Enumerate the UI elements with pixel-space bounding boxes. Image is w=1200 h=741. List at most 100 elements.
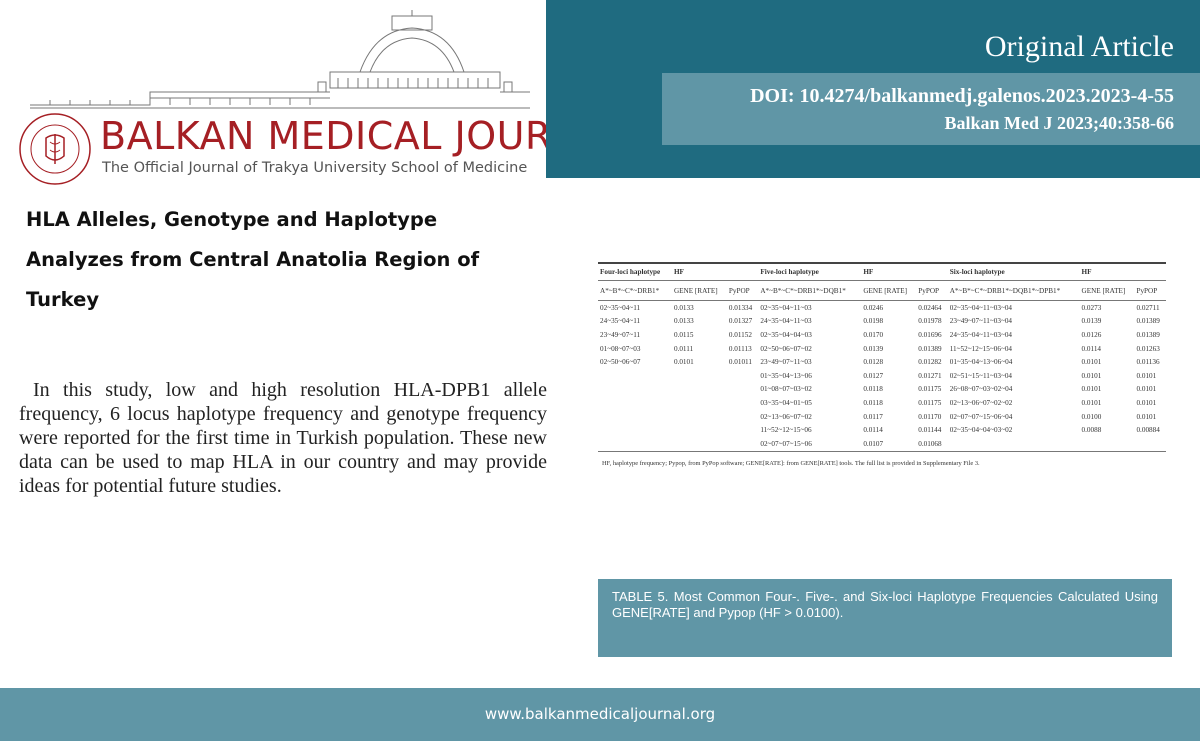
table-caption: TABLE 5. Most Common Four-. Five-. and S… xyxy=(612,589,1158,620)
table-cell: 0.01136 xyxy=(1136,358,1160,367)
table-cell: 02~13~06~07~02~02 xyxy=(949,398,1013,407)
table-cell: 0.01696 xyxy=(918,330,942,339)
table-cell: 01~35~04~13~06~04 xyxy=(949,358,1013,367)
table-cell: 0.0117 xyxy=(863,412,883,421)
citation-text: Balkan Med J 2023;40:358-66 xyxy=(944,113,1175,133)
table-subheader-cell: A*~B*~C*~DRB1*~DQB1*~DPB1* xyxy=(947,280,1080,301)
table-cell xyxy=(727,396,758,410)
table-cell xyxy=(672,423,727,437)
table-cell: 0.01068 xyxy=(916,436,948,452)
table-subheader-cell: GENE [RATE] xyxy=(671,280,727,301)
table-cell: 0.0101 xyxy=(1081,398,1102,407)
table-cell: 0.01978 xyxy=(918,317,942,326)
table-header-cell: Four-loci haplotype xyxy=(598,262,672,281)
table-cell xyxy=(727,369,758,383)
table-cell: 0.01334 xyxy=(728,303,753,312)
table-cell: 0.01152 xyxy=(728,330,752,339)
article-type-label: Original Article xyxy=(984,30,1174,63)
table-cell: 0.0126 xyxy=(1081,330,1102,339)
table-cell: 0.01389 xyxy=(918,344,942,353)
table-cell: 01~08~07~03~02 xyxy=(760,385,812,394)
table-row: 02~13~06~07~02 0.0117 0.01170 02~07~07~15~0… xyxy=(598,410,1166,424)
table-cell: 02~35~04~04~03~02 xyxy=(949,426,1013,435)
table-cell: 23~49~07~11~03~04 xyxy=(949,317,1013,326)
table-cell: 02~35~04~11~03~04 xyxy=(949,303,1013,312)
table-cell: 0.0101 xyxy=(1136,398,1157,407)
table-cell: 24~35~04~11~03~04 xyxy=(949,330,1013,339)
table-cell: 0.0139 xyxy=(1081,317,1102,326)
table-cell: 0.0198 xyxy=(863,317,884,326)
table-cell: 02~07~07~15~06 xyxy=(758,436,862,452)
table-subheader-cell: PyPOP xyxy=(726,280,759,301)
table-cell: 0.0101 xyxy=(1081,385,1102,394)
table-subheader-cell: PyPOP xyxy=(1134,280,1166,301)
table-cell xyxy=(598,410,672,424)
table-row: 01~35~04~13~06 0.0127 0.01271 02~51~15~11~0… xyxy=(598,369,1166,383)
table-cell xyxy=(598,396,672,410)
haplotype-table-figure: Four-loci haplotype HF Five-loci haplotype… xyxy=(598,262,1166,474)
article-title: HLA Alleles, Genotype and Haplotype Anal… xyxy=(26,208,480,311)
table-header-cell xyxy=(916,262,948,281)
table-cell: 0.0100 xyxy=(1081,412,1102,421)
table-header-cell: HF xyxy=(1079,262,1135,281)
table-caption-box: TABLE 5. Most Common Four-. Five-. and S… xyxy=(598,579,1172,657)
table-cell: 0.0101 xyxy=(1136,412,1157,421)
table-cell: 0.01175 xyxy=(918,398,942,407)
table-cell: 0.0118 xyxy=(863,398,883,407)
table-cell xyxy=(727,410,758,424)
table-cell: 0.0088 xyxy=(1081,426,1102,435)
table-cell: 0.01282 xyxy=(918,358,942,367)
table-cell xyxy=(598,423,672,437)
table-cell: 0.01271 xyxy=(918,371,942,380)
table-cell: 0.0127 xyxy=(863,371,884,380)
table-row: 11~52~12~15~06 0.0114 0.01144 02~35~04~04~0… xyxy=(598,423,1166,437)
table-cell: 0.0101 xyxy=(1081,358,1102,367)
table-cell xyxy=(947,436,1080,452)
table-cell: 24~35~04~11~03 xyxy=(760,317,812,326)
table-cell: 0.0107 xyxy=(861,436,917,452)
doi-link[interactable]: DOI: 10.4274/balkanmedj.galenos.2023.202… xyxy=(750,85,1174,107)
footer-bar: www.balkanmedicaljournal.org xyxy=(0,688,1200,741)
table-row: 02~07~07~15~06 0.0107 0.01068 xyxy=(598,436,1166,452)
haplotype-table: Four-loci haplotype HF Five-loci haplotype… xyxy=(598,262,1166,452)
doi-box: DOI: 10.4274/balkanmedj.galenos.2023.202… xyxy=(662,73,1200,145)
table-subheader-cell: A*~B*~C*~DRB1*~DQB1* xyxy=(758,280,862,301)
table-cell: 0.0273 xyxy=(1081,303,1102,312)
article-summary: In this study, low and high resolution H… xyxy=(19,379,547,497)
table-row: 01~08~07~03 0.0111 0.01113 02~50~06~07~02 0.… xyxy=(598,342,1166,356)
table-cell: 24~35~04~11 xyxy=(600,317,641,326)
table-cell: 26~08~07~03~02~04 xyxy=(949,385,1013,394)
table-subheader-cell: A*~B*~C*~DRB1* xyxy=(598,280,672,301)
table-cell xyxy=(672,410,727,424)
table-cell: 0.0101 xyxy=(1136,385,1157,394)
table-cell xyxy=(598,369,672,383)
table-cell: 02~51~15~11~03~04 xyxy=(949,371,1013,380)
table-footnote: HF, haplotype frequency; Pypop, from PyP… xyxy=(602,460,980,467)
table-cell xyxy=(672,396,727,410)
table-cell: 0.0114 xyxy=(863,426,883,435)
journal-subtitle: The Official Journal of Trakya Universit… xyxy=(102,160,528,176)
table-cell xyxy=(672,369,727,383)
table-cell: 0.0128 xyxy=(863,358,884,367)
table-cell: 0.0139 xyxy=(863,344,884,353)
table-cell: 0.01113 xyxy=(728,344,752,353)
table-cell: 0.0101 xyxy=(1136,371,1157,380)
table-cell xyxy=(727,383,758,397)
table-cell: 0.01144 xyxy=(918,426,942,435)
table-cell xyxy=(671,436,727,452)
table-cell: 01~08~07~03 xyxy=(600,344,641,353)
journal-name: BALKAN MEDICAL JOURNAL xyxy=(100,114,629,158)
table-subheader-cell: PyPOP xyxy=(916,280,948,301)
table-cell: 0.01263 xyxy=(1136,344,1160,353)
table-subheader-cell: GENE [RATE] xyxy=(1079,280,1135,301)
table-cell: 0.01170 xyxy=(918,412,942,421)
table-cell: 0.0111 xyxy=(673,344,694,353)
table-cell: 0.01389 xyxy=(1136,330,1160,339)
footer-website-link[interactable]: www.balkanmedicaljournal.org xyxy=(484,705,716,723)
table-cell: 0.02464 xyxy=(918,303,942,312)
table-cell: 0.0101 xyxy=(1081,371,1102,380)
table-cell: 11~52~12~15~06~04 xyxy=(949,344,1013,353)
table-cell: 0.0118 xyxy=(863,385,883,394)
table-cell: 0.00884 xyxy=(1136,426,1160,435)
table-cell: 0.01175 xyxy=(918,385,942,394)
